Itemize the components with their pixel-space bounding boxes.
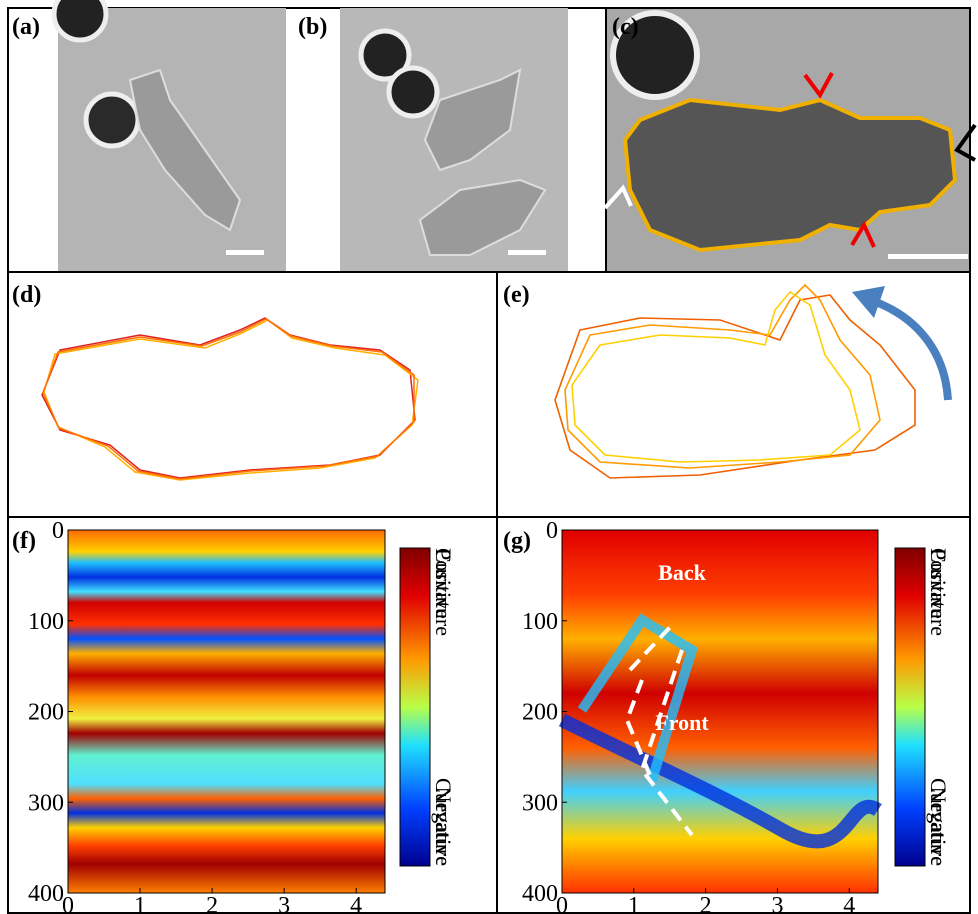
colorbar-label: Negative [926, 787, 951, 866]
bead [51, 0, 109, 43]
heatmap-band [558, 713, 882, 849]
contour [43, 319, 419, 481]
frame [496, 516, 971, 914]
x-tick-label: 0 [62, 893, 74, 914]
y-tick-label: 400 [28, 881, 64, 907]
panel-label: (b) [298, 14, 327, 40]
y-tick-label: 400 [522, 881, 558, 907]
bead [83, 91, 141, 149]
colorbar [399, 547, 431, 867]
arrow [850, 220, 876, 248]
heatmap-band [577, 613, 698, 782]
colorbar-label: Positive [431, 548, 456, 619]
colorbar-label: Curvature [926, 548, 951, 636]
frame [7, 271, 498, 518]
rotation-arrow [868, 296, 952, 401]
annotation: Back [658, 560, 706, 585]
frame [496, 271, 971, 518]
x-tick-label: 2 [700, 893, 712, 914]
panel-label: (a) [12, 14, 40, 40]
x-tick-label: 3 [771, 893, 783, 914]
annotation: Front [655, 710, 709, 735]
contour [42, 318, 415, 480]
x-tick-label: 4 [350, 893, 362, 914]
contour [571, 290, 861, 463]
cell [423, 68, 522, 172]
scale-bar [888, 254, 968, 259]
panel-label: (c) [612, 14, 639, 40]
contour [41, 317, 416, 479]
bead [386, 65, 440, 119]
heatmap [562, 530, 878, 893]
x-tick-label: 1 [134, 893, 146, 914]
arrowhead [852, 286, 885, 318]
panel-label: (g) [503, 528, 531, 554]
heatmap [68, 530, 385, 893]
cell [128, 68, 242, 232]
colorbar-label: Positive [926, 548, 951, 619]
x-tick-label: 1 [628, 893, 640, 914]
colorbar-label: Curvature [431, 778, 456, 866]
scale-bar [508, 250, 546, 255]
colorbar-label: Curvature [926, 778, 951, 866]
arrow [603, 184, 633, 210]
cell-contour [622, 97, 958, 253]
y-tick-label: 200 [28, 700, 64, 726]
y-tick-label: 0 [546, 518, 558, 544]
dashed-line [624, 623, 694, 837]
x-tick-label: 3 [278, 893, 290, 914]
bead [610, 10, 700, 100]
y-tick-label: 300 [28, 790, 64, 816]
y-tick-label: 100 [522, 609, 558, 635]
colorbar-label: Curvature [431, 548, 456, 636]
x-tick-label: 2 [206, 893, 218, 914]
panel-label: (e) [503, 282, 530, 308]
contour [564, 283, 881, 469]
bead [358, 28, 412, 82]
panel-label: (d) [12, 282, 41, 308]
y-tick-label: 300 [522, 790, 558, 816]
colorbar-label: Negative [431, 787, 456, 866]
y-tick-label: 100 [28, 609, 64, 635]
x-tick-label: 4 [843, 893, 855, 914]
arrow [803, 72, 834, 99]
colorbar [894, 547, 926, 867]
panel-label: (f) [12, 528, 36, 554]
scale-bar [226, 250, 264, 255]
y-tick-label: 0 [52, 518, 64, 544]
arrow [954, 123, 977, 162]
y-tick-label: 200 [522, 700, 558, 726]
x-tick-label: 0 [556, 893, 568, 914]
cell [418, 178, 547, 256]
